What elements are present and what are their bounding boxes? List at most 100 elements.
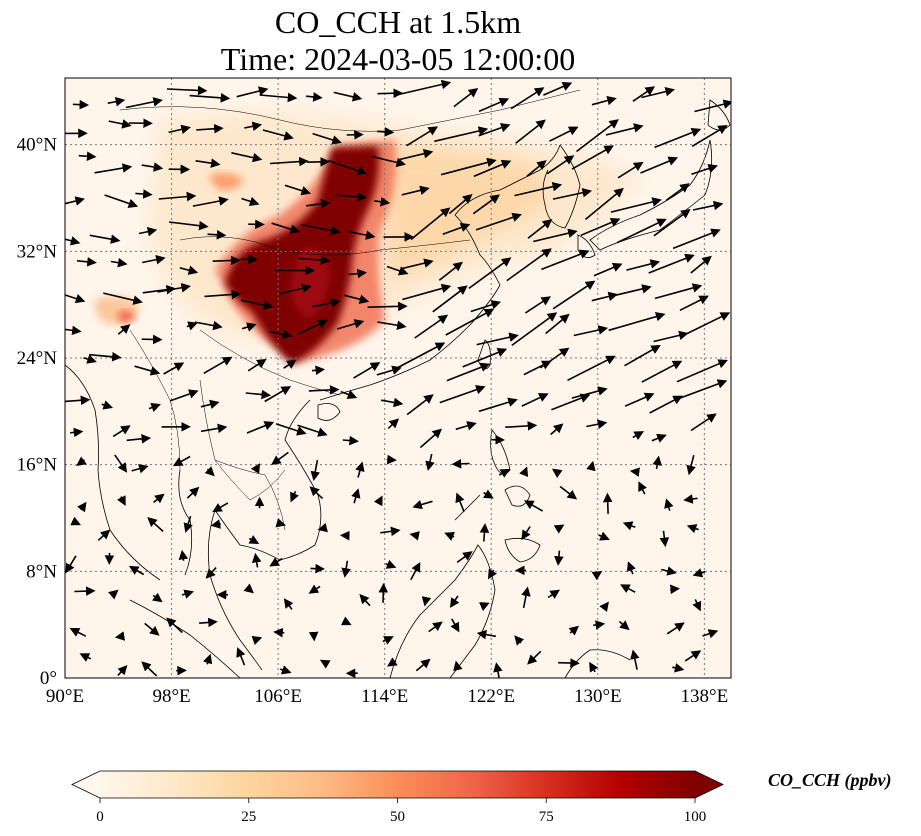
colorbar-ticks: 0 25 50 75 100 — [96, 798, 706, 825]
wind-arrow — [336, 319, 365, 330]
wind-arrow — [694, 99, 731, 113]
wind-arrow — [353, 362, 381, 379]
wind-arrow — [168, 124, 191, 135]
wind-arrow — [552, 188, 593, 200]
wind-arrow — [79, 653, 92, 662]
wind-arrow — [247, 358, 267, 372]
lat-tick-label: 16°N — [17, 455, 58, 476]
wind-arrow — [236, 86, 269, 98]
wind-arrow — [624, 392, 655, 407]
wind-arrow — [290, 490, 299, 503]
wind-arrow — [312, 298, 341, 308]
wind-arrow — [305, 199, 331, 209]
coastline-gulf-thailand — [214, 509, 281, 561]
wind-arrow — [456, 551, 473, 564]
wind-arrow — [571, 145, 614, 170]
wind-arrow — [506, 248, 552, 282]
plume-east-china — [380, 148, 547, 280]
colorbar-tick-label: 100 — [684, 809, 707, 825]
wind-arrow — [622, 521, 636, 531]
wind-arrow — [510, 87, 545, 110]
coastline-new-guinea — [564, 649, 631, 678]
wind-arrow — [473, 159, 512, 178]
wind-arrow — [654, 127, 702, 149]
coastline-philippines-visayas — [504, 485, 531, 507]
wind-arrow — [97, 529, 111, 541]
wind-arrow — [131, 464, 149, 474]
coastline-china-east — [319, 214, 501, 401]
wind-arrow — [204, 466, 215, 477]
border-indochina — [199, 379, 286, 501]
wind-arrow — [241, 322, 257, 332]
wind-arrow — [479, 523, 490, 542]
plume-north-spot — [208, 172, 244, 191]
wind-arrow — [410, 207, 451, 241]
wind-arrow — [442, 222, 471, 235]
wind-arrow — [438, 261, 463, 281]
wind-arrow — [691, 125, 728, 147]
lon-tick-label: 106°E — [254, 686, 302, 707]
wind-arrow — [468, 257, 512, 290]
wind-arrow — [65, 325, 82, 336]
lat-tick-label: 32°N — [17, 241, 58, 262]
wind-arrow — [653, 330, 689, 343]
colorbar-tick-label: 0 — [96, 809, 104, 825]
wind-arrow — [340, 616, 352, 626]
map-subtitle-time: Time: 2024-03-05 12:00:00 — [220, 41, 576, 77]
wind-arrow — [144, 622, 160, 636]
wind-arrow — [141, 661, 158, 677]
wind-arrow — [626, 259, 661, 271]
lat-tick-label: 24°N — [17, 348, 58, 369]
wind-arrow — [448, 194, 473, 215]
wind-arrow — [126, 434, 152, 444]
wind-arrow — [483, 489, 494, 499]
wind-arrow — [543, 82, 573, 96]
wind-arrow — [310, 563, 325, 574]
wind-arrow — [196, 123, 224, 134]
wind-arrow — [76, 456, 87, 466]
wind-arrow — [343, 294, 370, 304]
wind-arrow — [406, 126, 439, 147]
wind-arrow — [166, 617, 183, 634]
wind-arrow — [593, 620, 606, 630]
wind-arrow — [692, 568, 706, 578]
wind-arrow — [584, 187, 624, 221]
wind-arrow — [406, 394, 434, 416]
wind-arrow — [580, 217, 621, 237]
wind-arrow — [250, 463, 261, 474]
border-myanmar — [129, 329, 181, 471]
wind-arrow — [89, 234, 121, 244]
wind-arrow — [576, 119, 619, 153]
wind-arrow — [147, 517, 164, 532]
wind-arrow — [387, 418, 400, 429]
wind-arrow — [210, 519, 221, 529]
wind-arrow — [511, 312, 558, 347]
wind-arrow — [376, 365, 402, 376]
wind-arrow — [605, 123, 644, 136]
coastline-japan-honshu — [589, 139, 713, 251]
wind-arrow — [399, 149, 434, 161]
wind-arrow — [108, 119, 132, 129]
wind-arrow — [478, 123, 511, 137]
wind-arrow — [377, 320, 407, 330]
map-frame — [64, 77, 732, 679]
wind-arrow — [181, 589, 194, 599]
wind-arrow — [342, 435, 359, 446]
wind-vector-field — [65, 79, 731, 678]
wind-arrow — [134, 365, 161, 376]
wind-arrow — [117, 665, 128, 676]
border-thailand-cambodia — [214, 459, 286, 531]
map-title: CO_CCH at 1.5km — [274, 4, 522, 40]
wind-arrow — [541, 249, 590, 271]
wind-arrow — [178, 549, 189, 561]
wind-arrow — [371, 155, 407, 168]
lat-tick-label: 0° — [40, 668, 57, 689]
wind-arrow — [259, 92, 298, 103]
wind-arrow — [117, 324, 131, 335]
wind-arrow — [378, 582, 389, 603]
wind-arrow — [283, 598, 294, 610]
wind-arrow — [240, 299, 274, 310]
wind-arrow — [476, 332, 519, 346]
wind-arrow — [65, 196, 86, 206]
wind-arrow — [533, 228, 578, 243]
